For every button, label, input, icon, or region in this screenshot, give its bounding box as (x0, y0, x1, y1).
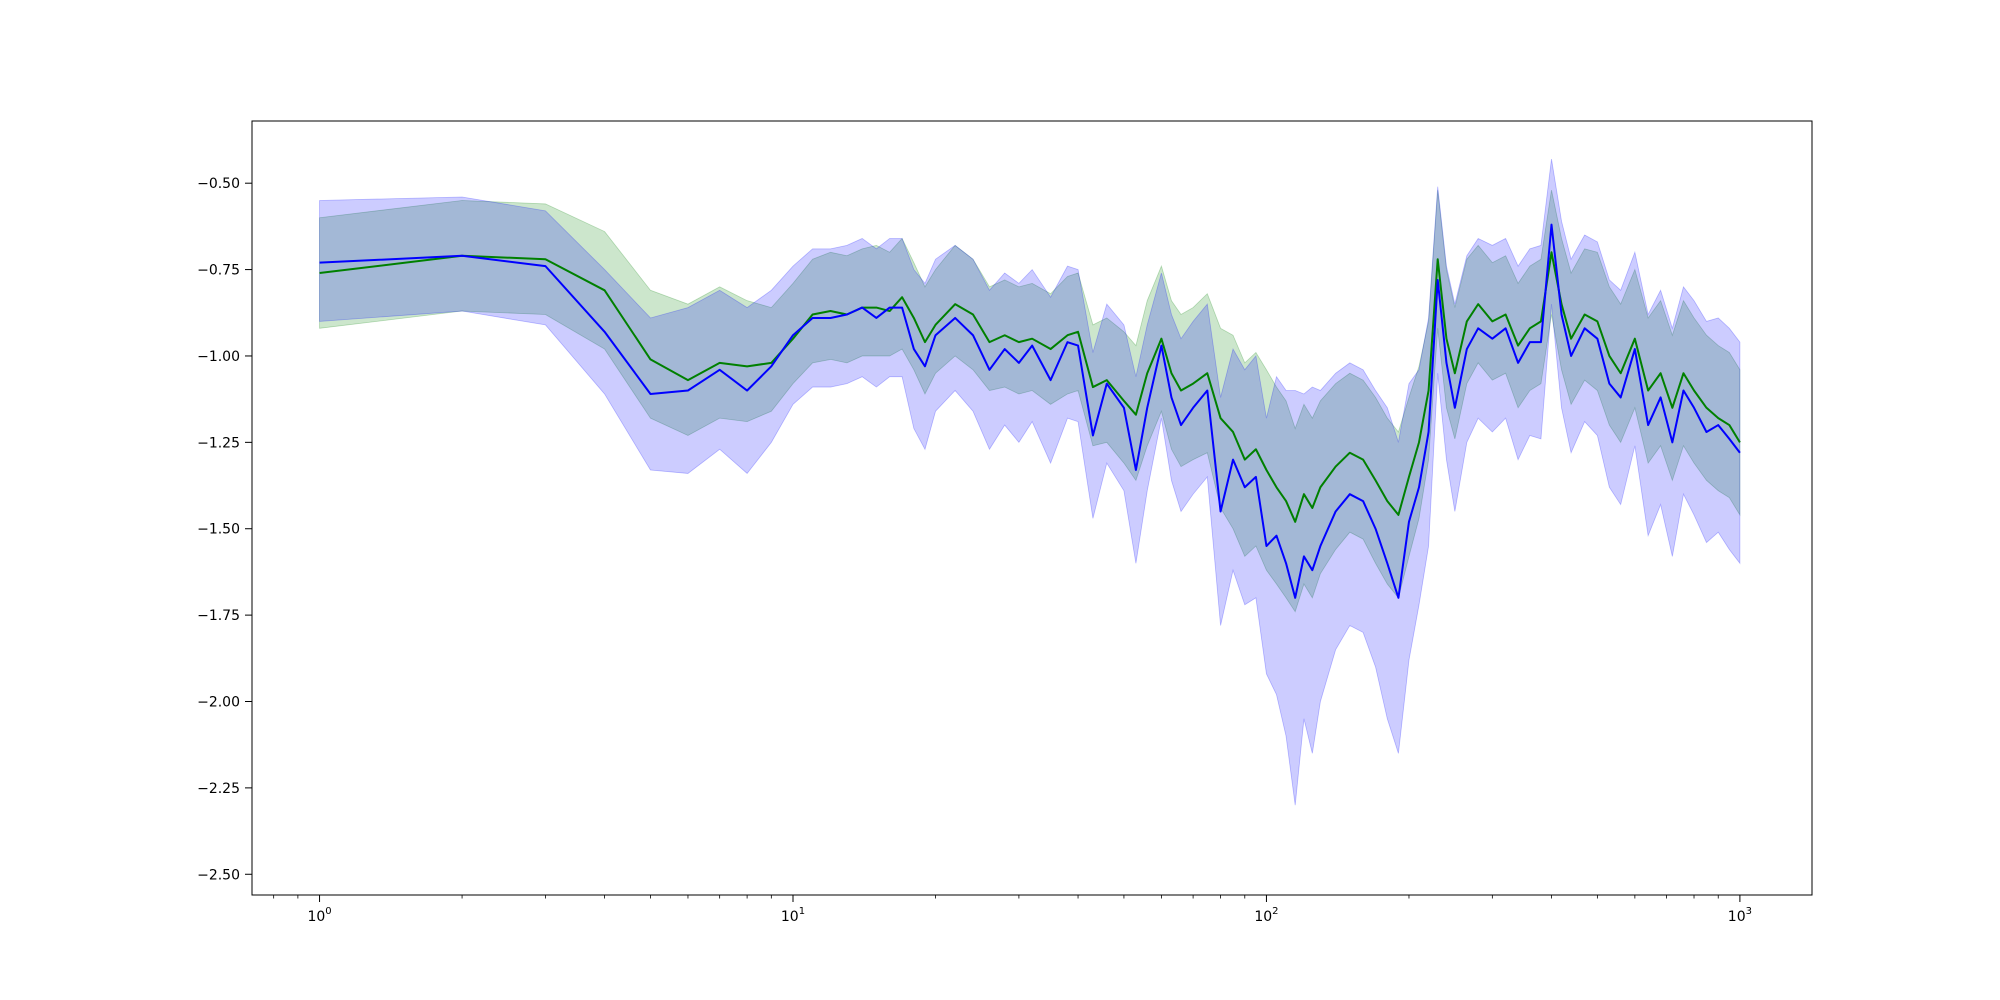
y-tick-label: −2.50 (197, 867, 240, 883)
series-1-line (319, 251, 1741, 523)
series-1-band (319, 190, 1741, 613)
series-2-band (319, 158, 1741, 806)
series-2-line (319, 223, 1741, 599)
x-tick-label: 102 (1254, 906, 1278, 925)
x-tick-label: 103 (1728, 906, 1752, 925)
x-tick-label: 100 (307, 906, 331, 925)
y-tick-label: −1.50 (197, 522, 240, 538)
y-tick-label: −2.25 (197, 781, 240, 797)
y-tick-label: −1.00 (197, 349, 240, 365)
plot-frame (251, 120, 1813, 896)
y-tick-label: −1.75 (197, 608, 240, 624)
y-axis: −0.50 −0.75 −1.00 −1.25 −1.50 −1.75 −2.00 −2.25… (197, 176, 252, 883)
y-tick-label: −2.00 (197, 695, 240, 711)
series-lines (319, 223, 1741, 599)
y-tick-label: −1.25 (197, 435, 240, 451)
confidence-bands (319, 158, 1741, 806)
y-tick-label: −0.75 (197, 263, 240, 279)
x-tick-label: 101 (781, 906, 805, 925)
y-tick-label: −0.50 (197, 176, 240, 192)
x-axis: 100 101 102 103 (273, 895, 1752, 925)
